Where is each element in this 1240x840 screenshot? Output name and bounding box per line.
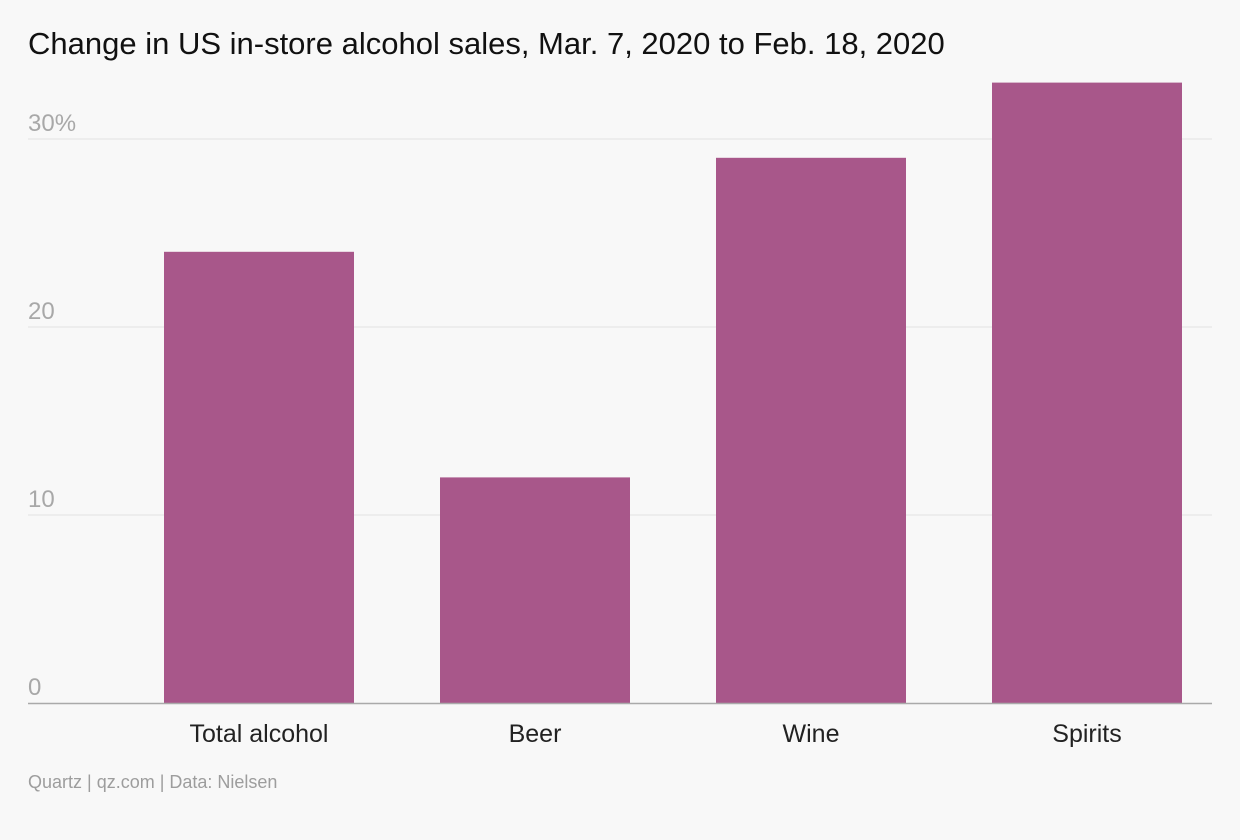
source-note: Quartz | qz.com | Data: Nielsen (28, 772, 278, 792)
bar-wine (716, 157, 906, 704)
y-tick-label: 20 (28, 298, 55, 325)
bar-total-alcohol (164, 251, 354, 704)
bars (164, 82, 1182, 704)
y-tick-label: 10 (28, 486, 55, 513)
x-tick-label: Beer (509, 720, 562, 748)
y-tick-label: 30% (28, 110, 76, 137)
x-axis-tick-labels: Total alcohol Beer Wine Spirits (190, 720, 1122, 748)
chart-title: Change in US in-store alcohol sales, Mar… (28, 26, 945, 61)
x-tick-label: Wine (783, 720, 840, 748)
x-tick-label: Spirits (1052, 720, 1121, 748)
y-axis-tick-labels: 0 10 20 30% (28, 110, 76, 701)
x-tick-label: Total alcohol (190, 720, 329, 748)
bar-chart: 0 10 20 30% Total alcohol Beer Wine Spirits (28, 82, 1212, 748)
bar-spirits (992, 82, 1182, 704)
y-tick-label: 0 (28, 674, 41, 701)
bar-beer (440, 477, 630, 703)
